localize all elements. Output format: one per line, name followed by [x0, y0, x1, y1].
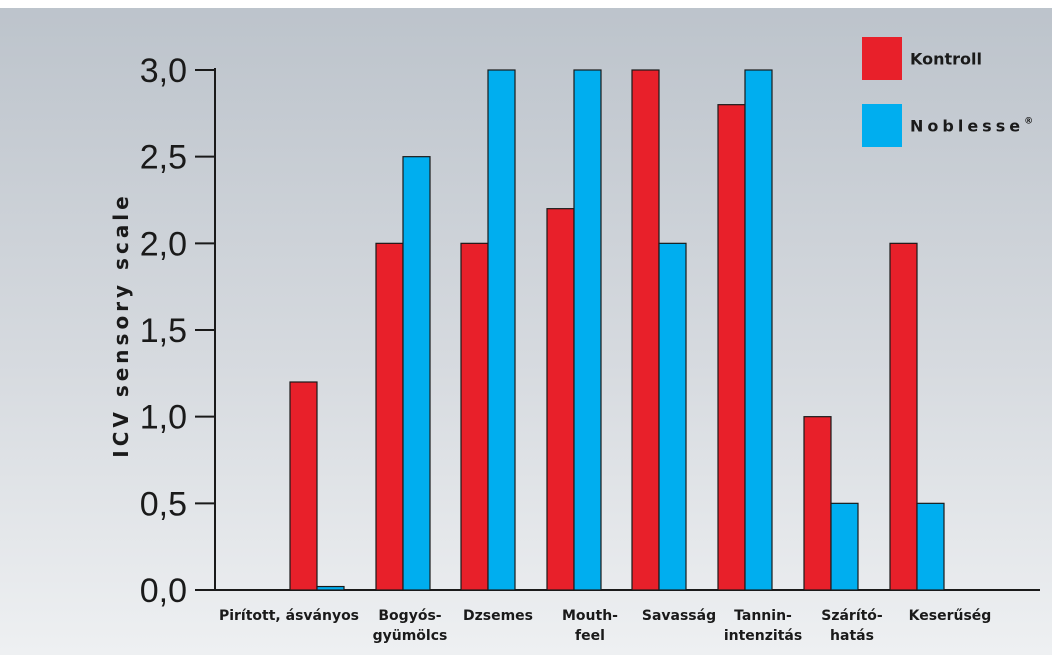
bar-noblesse — [573, 69, 602, 591]
plot-panel-top-strip — [0, 0, 1052, 8]
legend-label: Kontroll — [910, 50, 982, 69]
legend-label: Noblesse® — [910, 117, 1037, 136]
bar-kontroll — [803, 416, 832, 591]
category-label: Mouth- — [562, 608, 618, 624]
y-axis-title: ICV sensory scale — [109, 192, 133, 457]
y-tick-label: 0,5 — [140, 485, 187, 523]
category-label: gyümölcs — [373, 628, 448, 644]
y-tick-label: 1,0 — [140, 399, 187, 437]
category-label: Tannin- — [734, 608, 792, 624]
legend-swatch-kontroll — [862, 37, 902, 80]
bar-noblesse — [830, 502, 859, 591]
y-tick-label: 2,0 — [140, 225, 187, 263]
category-label: Szárító- — [821, 608, 883, 624]
bar-noblesse — [487, 69, 516, 591]
bar-noblesse — [658, 242, 687, 591]
bar-kontroll — [717, 104, 746, 591]
bar-noblesse — [402, 156, 431, 591]
category-label: intenzitás — [724, 628, 802, 644]
registered-mark: ® — [1024, 117, 1037, 127]
y-tick-label: 2,5 — [140, 139, 187, 177]
y-tick-label: 3,0 — [140, 52, 187, 90]
category-label: Keserűség — [909, 608, 992, 624]
bar-kontroll — [631, 69, 660, 591]
bar-kontroll — [460, 242, 489, 591]
category-label: hatás — [830, 628, 874, 644]
legend-swatch-noblesse — [862, 104, 902, 147]
bar-noblesse — [744, 69, 773, 591]
category-label: Savasság — [642, 608, 716, 624]
category-label: feel — [575, 628, 605, 644]
bar-kontroll — [889, 242, 918, 591]
y-tick-label: 0,0 — [140, 572, 187, 610]
y-tick-label: 1,5 — [140, 312, 187, 350]
bar-kontroll — [375, 242, 404, 591]
bar-kontroll — [546, 208, 575, 591]
bar-noblesse — [316, 585, 345, 591]
bar-kontroll — [289, 381, 318, 591]
category-label: Pirított, ásványos — [219, 608, 359, 624]
category-label: Bogyós- — [378, 608, 441, 624]
bar-noblesse — [916, 502, 945, 591]
category-label: Dzsemes — [463, 608, 533, 624]
